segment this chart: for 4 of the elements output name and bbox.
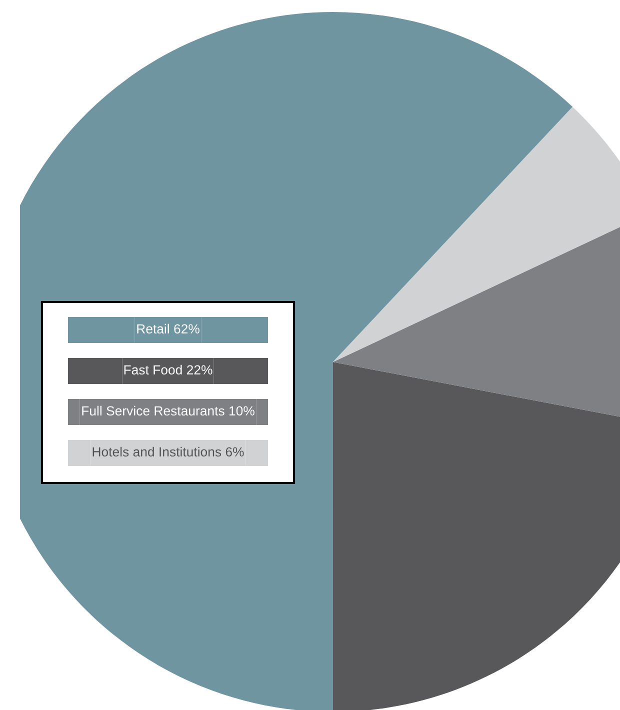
legend-label: Hotels and Institutions 6% bbox=[92, 446, 244, 457]
legend-label: Full Service Restaurants 10% bbox=[82, 406, 254, 416]
slice-label: Retail 62% bbox=[137, 324, 200, 334]
legend-label: Fast Food 22% bbox=[124, 364, 212, 375]
